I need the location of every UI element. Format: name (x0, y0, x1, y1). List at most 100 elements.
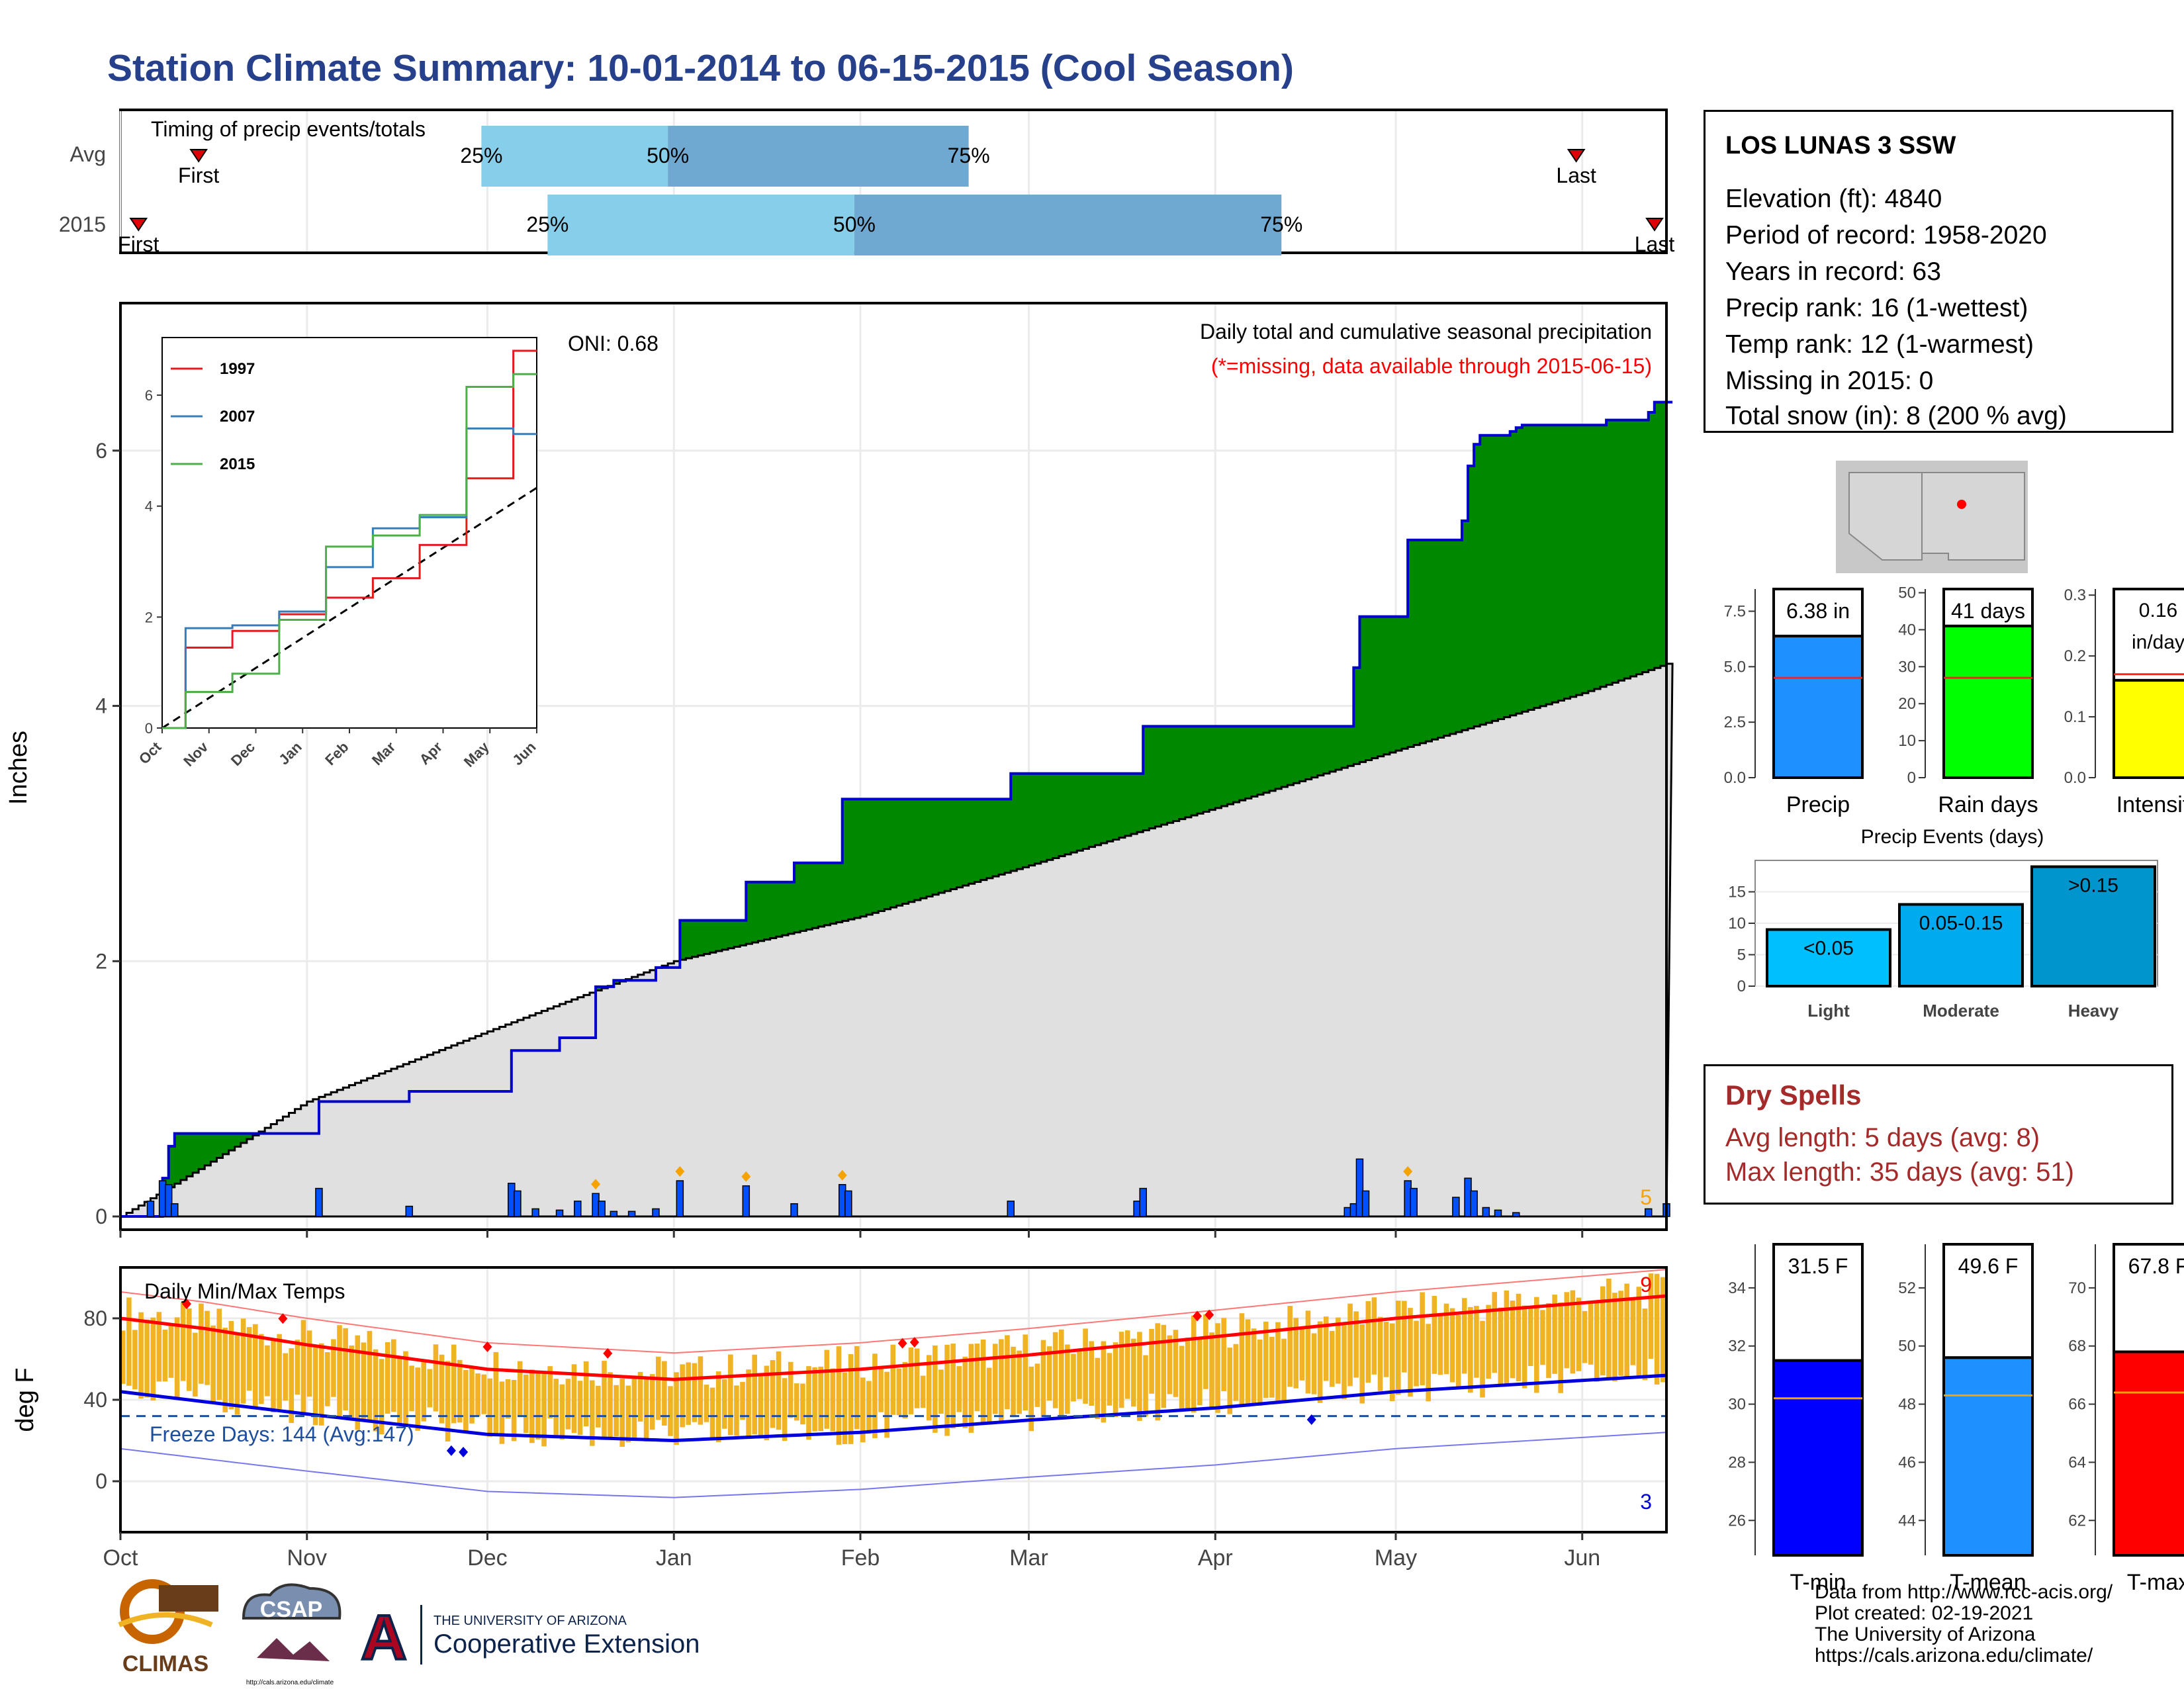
dry-spells-title: Dry Spells (1725, 1079, 1862, 1111)
precip-surplus-segment (1191, 726, 1198, 816)
daily-temp-bar (1137, 1332, 1142, 1421)
month-label-may: May (1375, 1545, 1417, 1571)
daily-temp-bar (1365, 1301, 1371, 1383)
daily-temp-bar (704, 1385, 709, 1422)
daily-temp-bar (1011, 1346, 1016, 1418)
daily-temp-bar (132, 1330, 138, 1390)
daily-temp-bar (1414, 1320, 1419, 1387)
station-info-box: LOS LUNAS 3 SSW Elevation (ft): 4840 Per… (1704, 110, 2173, 433)
precip-surplus-segment (1480, 435, 1486, 725)
record-high-marker (897, 1338, 907, 1349)
daily-temp-bar (999, 1339, 1004, 1424)
precip-surplus-segment (1432, 539, 1439, 740)
daily-temp-bar (944, 1344, 950, 1436)
daily-temp-bar (1052, 1332, 1058, 1408)
precip-surplus-segment (1461, 520, 1469, 731)
page-title: Station Climate Summary: 10-01-2014 to 0… (107, 47, 1294, 89)
climas-logo-text: CLIMAS (122, 1651, 208, 1676)
daily-temp-bar (126, 1297, 132, 1386)
daily-temp-bar (1101, 1341, 1107, 1423)
daily-temp-bar (908, 1348, 914, 1414)
daily-temp-bar (331, 1339, 336, 1397)
precip-surplus-segment (884, 799, 891, 909)
tempbar-2-ytick-label: 62 (2068, 1512, 2086, 1530)
precip-surplus-segment (1582, 425, 1589, 694)
daily-temp-bar (637, 1371, 643, 1422)
daily-temp-bar (764, 1365, 770, 1441)
month-label-jun: Jun (1564, 1545, 1600, 1571)
daily-temp-bar (643, 1377, 649, 1442)
daily-precip-bar (1494, 1209, 1502, 1217)
daily-temp-bar (421, 1361, 427, 1422)
summary-2-ytick-label: 0.3 (2064, 586, 2086, 604)
precip-surplus-segment (1124, 773, 1132, 836)
tempbar-2-ytick-label: 70 (2068, 1279, 2086, 1297)
daily-temp-bar (1305, 1310, 1311, 1394)
daily-temp-bar (776, 1351, 782, 1430)
main-charts: 25% 50% 75% First Last 25% 50% 75% First Last Tim… (5, 109, 1674, 1571)
precip-surplus-segment (746, 882, 752, 944)
daily-temp-bar (1293, 1318, 1299, 1389)
timing-p50-label: 50% (833, 212, 876, 236)
heavy-precip-marker (741, 1171, 751, 1182)
daily-temp-bar (1287, 1306, 1293, 1387)
daily-temp-bar (1437, 1314, 1443, 1375)
daily-temp-bar (1342, 1322, 1347, 1400)
daily-precip-bar (742, 1185, 751, 1217)
precip-surplus-segment (1293, 726, 1300, 784)
summary-bar-precip: 0.0 2.5 5.0 7.5 6.38 in Precip (1724, 588, 1864, 817)
daily-temp-bar (571, 1364, 577, 1434)
precip-surplus-segment (1245, 726, 1252, 799)
daily-temp-bar (487, 1378, 493, 1437)
daily-temp-bar (836, 1346, 842, 1445)
precip-surplus-segment (1486, 435, 1493, 723)
precip-surplus-segment (818, 862, 825, 927)
timing-first-marker (189, 149, 208, 163)
daily-temp-bar (385, 1342, 390, 1414)
record-high-marker (181, 1299, 191, 1310)
freeze-days-label: Freeze Days: 144 (Avg:147) (150, 1422, 414, 1446)
daily-temp-bar (1269, 1336, 1275, 1398)
daily-precip-bar (1139, 1187, 1147, 1217)
daily-temp-bar (1263, 1321, 1269, 1398)
precip-surplus-segment (1221, 726, 1228, 806)
precip-surplus-segment (902, 799, 909, 904)
precip-surplus-segment (770, 882, 777, 938)
daily-temp-bar (475, 1373, 480, 1417)
daily-temp-bar (210, 1325, 216, 1402)
tempbar-1-ytick-label: 52 (1898, 1279, 1916, 1297)
precip-surplus-segment (1371, 616, 1379, 758)
daily-temp-bar (283, 1353, 289, 1401)
daily-temp-bar (457, 1359, 463, 1423)
precip-surplus-segment (1299, 726, 1306, 782)
precip-surplus-segment (1329, 726, 1336, 772)
timing-p25-label: 25% (526, 212, 569, 236)
events-category-label: Light (1807, 1001, 1850, 1021)
precip-surplus-segment (199, 1133, 205, 1169)
daily-temp-bar (1107, 1353, 1113, 1406)
daily-temp-bar (1642, 1308, 1648, 1381)
average-cumulative-area (120, 663, 1674, 1218)
timing-first-label: First (118, 232, 159, 256)
daily-temp-bar (709, 1387, 715, 1440)
daily-temp-bar (541, 1371, 547, 1447)
precip-ytick-label: 2 (95, 949, 107, 973)
events-category-label: Moderate (1923, 1001, 1999, 1021)
precip-surplus-segment (1630, 420, 1637, 676)
precip-surplus-segment (1107, 773, 1114, 842)
daily-temp-bar (1083, 1328, 1088, 1404)
climas-logo: CLIMAS (118, 1579, 218, 1676)
daily-temp-bar (1432, 1295, 1437, 1374)
record-low-count: 3 (1640, 1490, 1652, 1514)
precip-surplus-segment (1023, 773, 1030, 868)
precip-surplus-segment (1455, 539, 1463, 733)
precip-surplus-segment (1443, 539, 1451, 736)
daily-temp-bar (559, 1384, 565, 1440)
daily-temp-bar (800, 1383, 805, 1425)
tempbar-0-ytick-label: 32 (1728, 1338, 1746, 1355)
inset-series-2015 (162, 373, 537, 729)
precip-surplus-segment (1083, 773, 1090, 849)
daily-temp-bar (349, 1345, 354, 1420)
timing-row-label-2015: 2015 (59, 212, 106, 236)
temp-ytick-label: 0 (95, 1469, 107, 1493)
